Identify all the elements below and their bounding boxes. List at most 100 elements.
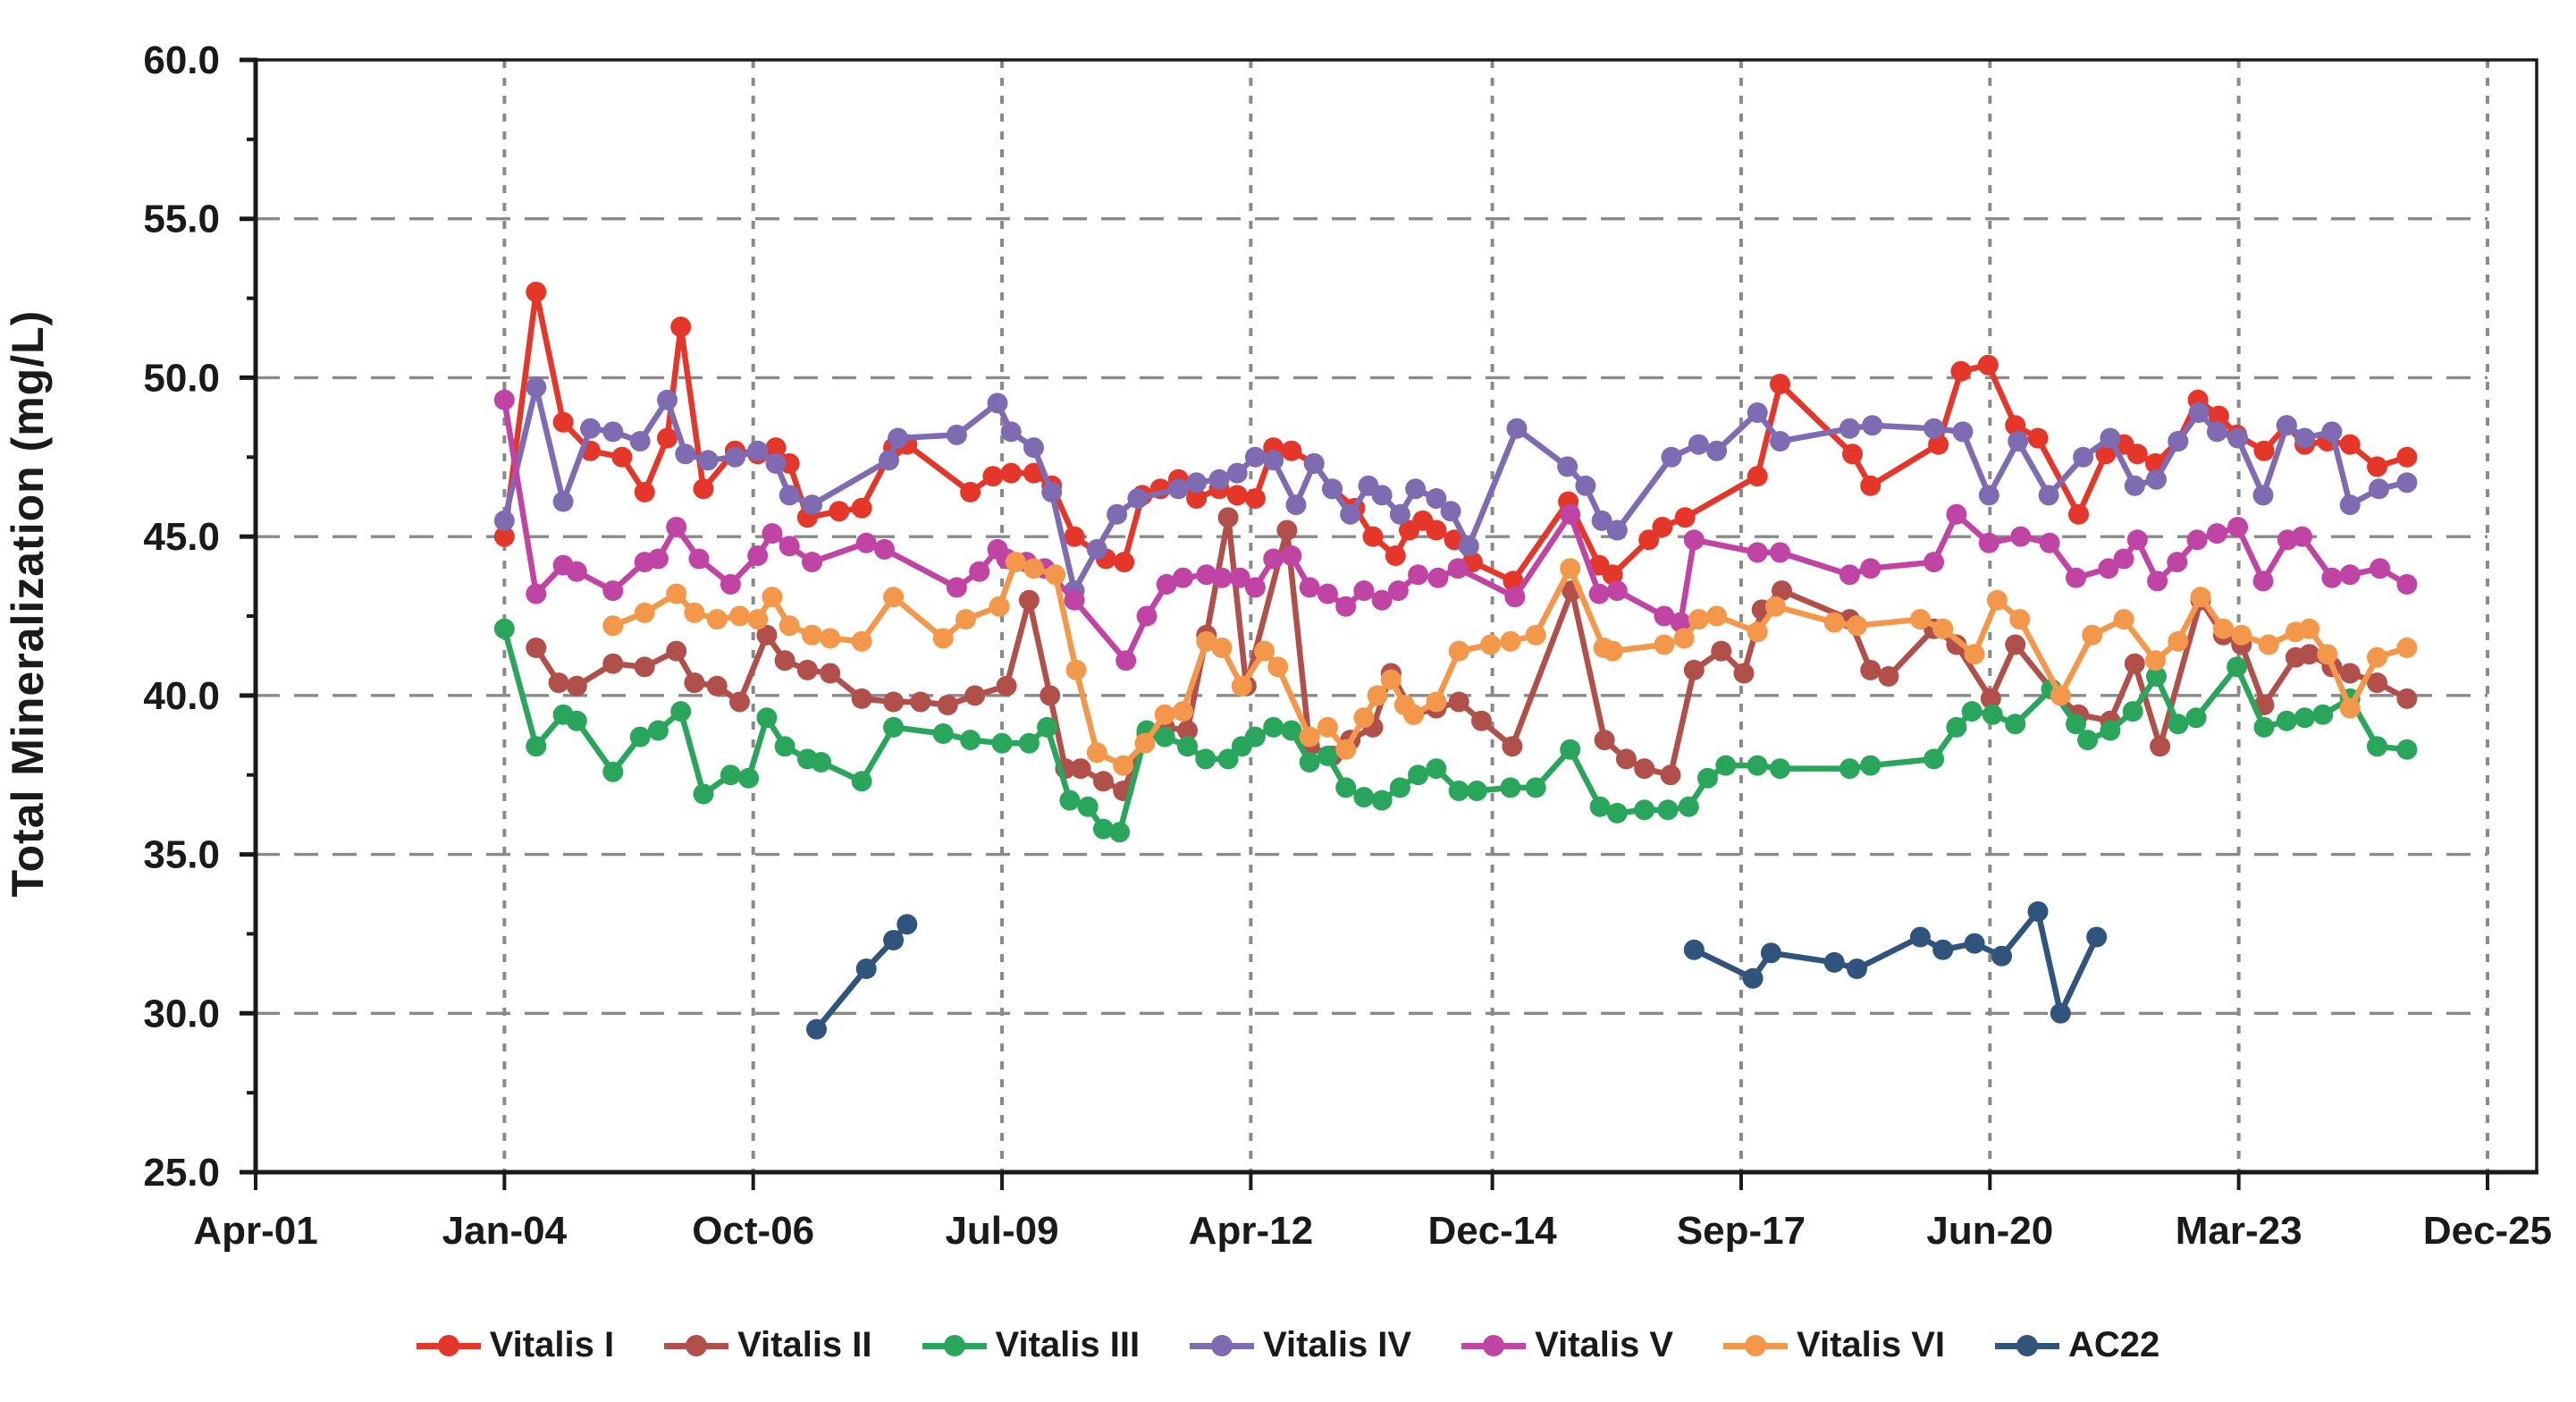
data-point bbox=[2038, 485, 2059, 506]
series-ac22 bbox=[806, 901, 2108, 1040]
data-point bbox=[1978, 485, 1999, 506]
data-point bbox=[2276, 710, 2297, 731]
data-point bbox=[1317, 745, 1338, 766]
data-point bbox=[1092, 818, 1114, 840]
data-point bbox=[1480, 634, 1502, 655]
y-tick-label: 35.0 bbox=[143, 833, 220, 877]
x-tick-label: Sep-17 bbox=[1677, 1209, 1806, 1253]
data-point bbox=[2095, 443, 2117, 465]
data-point bbox=[802, 624, 822, 646]
legend: Vitalis I Vitalis II Vitalis III Vitalis IV… bbox=[0, 1325, 2576, 1365]
data-point bbox=[1263, 548, 1284, 570]
data-point bbox=[526, 583, 547, 604]
data-point bbox=[1092, 771, 1114, 792]
data-point bbox=[1860, 475, 1881, 496]
data-point bbox=[1317, 716, 1338, 738]
data-point bbox=[2208, 405, 2229, 427]
data-point bbox=[1878, 666, 1899, 687]
data-point bbox=[1860, 659, 1881, 680]
data-point bbox=[1839, 758, 1860, 780]
data-point bbox=[602, 761, 624, 782]
data-point bbox=[946, 424, 967, 445]
data-point bbox=[2370, 558, 2391, 579]
legend-marker-icon bbox=[1995, 1334, 2060, 1357]
data-point bbox=[1458, 536, 1479, 557]
data-point bbox=[1086, 742, 1107, 764]
data-point bbox=[1367, 685, 1388, 706]
data-point bbox=[955, 609, 976, 630]
data-point bbox=[2339, 697, 2361, 719]
data-point bbox=[634, 481, 655, 503]
data-point bbox=[2231, 624, 2252, 646]
data-point bbox=[693, 478, 714, 500]
data-point bbox=[1281, 440, 1302, 461]
data-point bbox=[1448, 691, 1469, 713]
data-point bbox=[1673, 628, 1695, 649]
data-point bbox=[602, 580, 624, 602]
x-tick-label: Dec-14 bbox=[1427, 1209, 1557, 1253]
data-point bbox=[1045, 564, 1066, 586]
data-point bbox=[765, 437, 787, 459]
data-point bbox=[756, 707, 778, 729]
data-point bbox=[2113, 548, 2134, 570]
data-point bbox=[1952, 421, 1974, 443]
data-point bbox=[1244, 446, 1266, 468]
data-point bbox=[1263, 450, 1284, 471]
data-point bbox=[1353, 787, 1375, 808]
data-point bbox=[2027, 901, 2049, 922]
data-point bbox=[1231, 675, 1252, 697]
data-point bbox=[1018, 589, 1040, 611]
data-point bbox=[2100, 720, 2121, 741]
data-point bbox=[1005, 552, 1026, 573]
data-point bbox=[552, 411, 574, 433]
data-point bbox=[969, 561, 990, 582]
data-point bbox=[802, 552, 822, 573]
data-point bbox=[2098, 558, 2119, 579]
data-point bbox=[2168, 630, 2189, 652]
legend-marker-icon bbox=[1723, 1334, 1788, 1357]
data-point bbox=[1041, 481, 1063, 503]
data-point bbox=[1426, 519, 1447, 541]
data-point bbox=[688, 548, 710, 570]
data-point bbox=[2396, 574, 2418, 595]
data-point bbox=[2367, 456, 2387, 477]
series-vitalis-iv bbox=[493, 376, 2418, 602]
data-point bbox=[2086, 926, 2108, 948]
data-point bbox=[2252, 485, 2274, 506]
data-point bbox=[2339, 663, 2361, 684]
data-point bbox=[1217, 748, 1239, 770]
data-point bbox=[2009, 609, 2031, 630]
data-point bbox=[2005, 714, 2026, 735]
data-point bbox=[2077, 730, 2099, 751]
data-point bbox=[2369, 478, 2389, 500]
data-point bbox=[2258, 634, 2279, 655]
data-point bbox=[1770, 374, 1790, 394]
data-point bbox=[1317, 583, 1338, 604]
legend-label: AC22 bbox=[2068, 1325, 2160, 1364]
data-point bbox=[1506, 418, 1528, 439]
data-point bbox=[1606, 519, 1628, 541]
data-point bbox=[1503, 570, 1524, 592]
data-point bbox=[611, 446, 633, 468]
data-point bbox=[1211, 567, 1233, 588]
data-point bbox=[762, 587, 783, 608]
data-point bbox=[1405, 478, 1427, 500]
data-point bbox=[2039, 532, 2060, 553]
data-point bbox=[1244, 726, 1266, 747]
legend-label: Vitalis III bbox=[995, 1325, 1141, 1364]
data-point bbox=[1500, 777, 1521, 798]
data-point bbox=[2185, 707, 2207, 729]
data-point bbox=[1380, 669, 1402, 690]
data-point bbox=[2339, 564, 2361, 586]
data-point bbox=[1070, 758, 1091, 780]
data-point bbox=[1371, 589, 1393, 611]
data-point bbox=[1173, 567, 1193, 588]
data-point bbox=[2339, 434, 2361, 455]
data-point bbox=[1950, 360, 1972, 382]
data-point bbox=[1670, 612, 1691, 633]
data-point bbox=[1371, 790, 1393, 811]
data-point bbox=[1000, 462, 1022, 484]
data-point bbox=[552, 491, 574, 512]
data-point bbox=[1448, 781, 1469, 801]
